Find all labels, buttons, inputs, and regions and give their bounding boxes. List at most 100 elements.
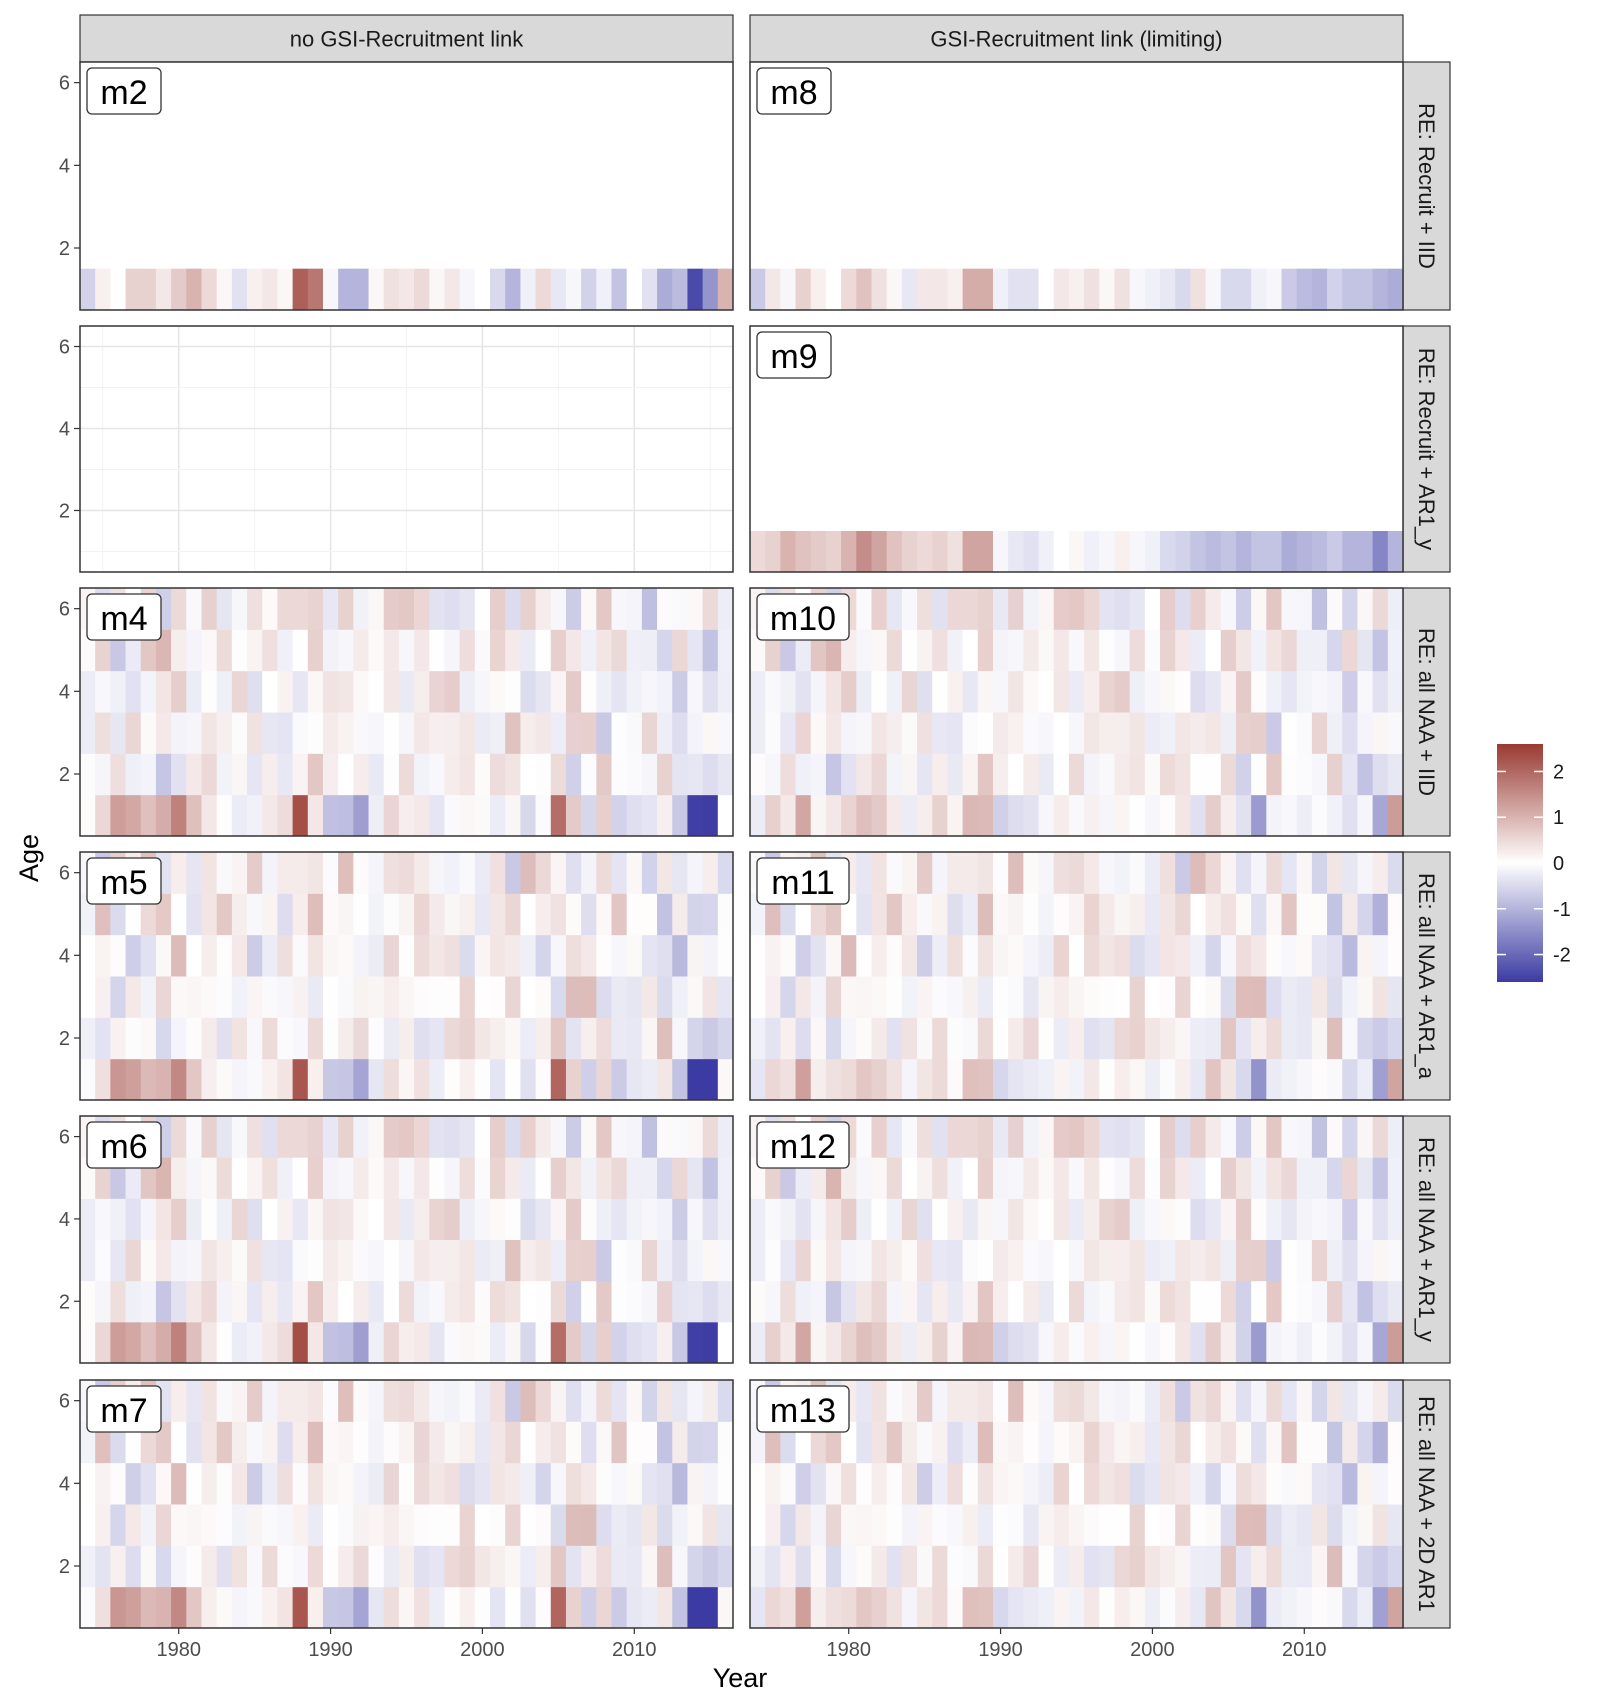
heat-cell bbox=[474, 1380, 491, 1422]
heat-cell bbox=[856, 1116, 872, 1158]
heat-cell bbox=[1357, 1198, 1374, 1240]
heat-cell bbox=[825, 1280, 842, 1323]
heat-cell bbox=[1205, 1058, 1222, 1101]
heat-cell bbox=[596, 1116, 613, 1158]
heat-cell bbox=[247, 712, 263, 754]
heat-cell bbox=[596, 1198, 613, 1240]
heat-cell bbox=[1205, 1157, 1222, 1199]
heat-cell bbox=[1160, 1280, 1176, 1323]
heat-cell bbox=[1023, 893, 1040, 936]
heat-cell bbox=[398, 1462, 415, 1505]
heat-cell bbox=[1311, 1157, 1328, 1199]
heat-cell bbox=[444, 1380, 461, 1422]
heat-cell bbox=[1372, 1586, 1389, 1629]
heat-cell bbox=[626, 1504, 643, 1546]
heat-cell bbox=[962, 1462, 979, 1505]
heat-cell bbox=[140, 753, 157, 796]
heat-cell bbox=[353, 1017, 370, 1060]
heat-cell bbox=[322, 1321, 339, 1364]
heat-cell bbox=[810, 753, 827, 796]
heat-cell bbox=[641, 1380, 658, 1422]
heat-cell bbox=[1266, 1586, 1283, 1629]
heat-cell bbox=[1008, 1116, 1024, 1158]
heat-cell bbox=[535, 1239, 552, 1282]
heat-cell bbox=[186, 893, 202, 936]
heat-cell bbox=[1372, 1421, 1389, 1464]
heat-cell bbox=[795, 1239, 812, 1282]
heat-cell bbox=[1129, 712, 1146, 754]
heat-cell bbox=[307, 629, 324, 672]
heat-cell bbox=[1296, 1198, 1313, 1240]
heat-cell bbox=[1205, 1280, 1222, 1323]
heat-cell bbox=[550, 1421, 567, 1464]
heat-cell bbox=[672, 629, 688, 672]
heat-cell bbox=[1235, 852, 1252, 894]
heat-cell bbox=[1311, 1116, 1328, 1158]
heat-cell bbox=[1114, 794, 1131, 837]
heat-cell bbox=[886, 1017, 903, 1060]
heat-cell bbox=[1114, 712, 1131, 754]
heat-cell bbox=[1099, 1017, 1115, 1060]
heat-cell bbox=[841, 1321, 857, 1364]
heat-cell bbox=[932, 1280, 948, 1323]
heat-cell bbox=[1342, 531, 1358, 572]
heat-cell bbox=[596, 1586, 613, 1629]
heat-cell bbox=[810, 670, 827, 713]
heat-cell bbox=[474, 670, 491, 713]
heat-cell bbox=[1129, 852, 1146, 894]
panel-border bbox=[79, 61, 734, 311]
heat-cell bbox=[626, 1321, 643, 1364]
heat-cell bbox=[1357, 1157, 1374, 1199]
heat-cell bbox=[1387, 670, 1404, 713]
heat-cell bbox=[1068, 1017, 1085, 1060]
heat-cell bbox=[1023, 934, 1040, 977]
heat-cell bbox=[353, 1380, 370, 1422]
heat-cell bbox=[520, 712, 537, 754]
heat-cell bbox=[1327, 1421, 1343, 1464]
heat-cell bbox=[947, 629, 964, 672]
heat-cell bbox=[292, 1058, 309, 1101]
heat-cell bbox=[125, 794, 142, 837]
heat-cell bbox=[398, 1380, 415, 1422]
heat-cell bbox=[1235, 1157, 1252, 1199]
heat-cell bbox=[368, 1280, 385, 1323]
heat-cell bbox=[1114, 1545, 1131, 1588]
heat-cell bbox=[992, 629, 1009, 672]
x-tick-label: 2000 bbox=[460, 1639, 505, 1661]
heat-cell bbox=[1220, 893, 1237, 936]
heat-cell bbox=[186, 1058, 202, 1101]
heat-cell bbox=[795, 268, 812, 310]
heat-cell bbox=[565, 588, 582, 630]
heat-cell bbox=[581, 1116, 597, 1158]
heat-cell bbox=[262, 268, 278, 310]
heat-cell bbox=[1372, 1058, 1389, 1101]
heat-cell bbox=[474, 1421, 491, 1464]
heat-cell bbox=[368, 1058, 385, 1101]
heat-cell bbox=[1190, 1280, 1207, 1323]
heat-cell bbox=[1129, 1321, 1146, 1364]
heat-cell bbox=[338, 268, 354, 310]
heat-cell bbox=[611, 1321, 628, 1364]
heat-cell bbox=[1266, 976, 1283, 1018]
heat-cell bbox=[750, 1239, 766, 1282]
heat-cell bbox=[871, 1116, 888, 1158]
heat-cell bbox=[535, 1017, 552, 1060]
heat-cell bbox=[550, 588, 567, 630]
heat-cell bbox=[1387, 1017, 1404, 1060]
heat-cell bbox=[277, 976, 294, 1018]
heat-cell bbox=[1387, 1116, 1404, 1158]
heat-cell bbox=[1372, 794, 1389, 837]
heat-cell bbox=[672, 1157, 688, 1199]
heat-cell bbox=[901, 1116, 918, 1158]
heat-cell bbox=[1084, 893, 1100, 936]
heat-cell bbox=[231, 1017, 248, 1060]
heat-cell bbox=[962, 1504, 979, 1546]
heat-cell bbox=[444, 1545, 461, 1588]
heat-cell bbox=[901, 1421, 918, 1464]
heat-cell bbox=[171, 1321, 187, 1364]
heat-cell bbox=[125, 712, 142, 754]
heat-cell bbox=[1205, 1421, 1222, 1464]
heat-cell bbox=[1387, 934, 1404, 977]
heat-cell bbox=[247, 852, 263, 894]
heat-cell bbox=[110, 1545, 127, 1588]
